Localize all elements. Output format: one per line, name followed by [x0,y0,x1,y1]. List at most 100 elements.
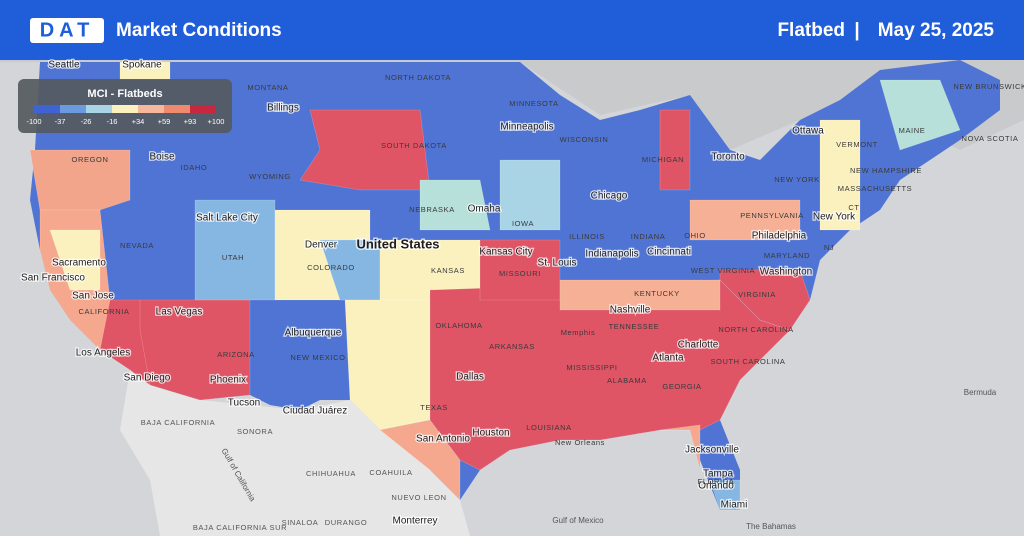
map-label: Jacksonville [685,445,739,456]
region [299,109,431,191]
map-label: Seattle [48,60,80,71]
date: May 25, 2025 [878,20,995,41]
map-label: SINALOA [282,518,319,527]
map-label: Atlanta [652,353,684,364]
region [29,149,131,211]
region [659,109,691,191]
map-label: NOVA SCOTIA [962,134,1019,143]
region [379,419,461,501]
map-label: Charlotte [678,340,719,351]
map-label: NEVADA [120,241,154,250]
map-label: Phoenix [210,375,246,386]
map-label: Ottawa [792,126,824,137]
map-label: MINNESOTA [509,99,558,108]
map-label: Cincinnati [647,247,691,258]
map-label: New Orleans [555,438,605,447]
map-label: MARYLAND [764,251,810,260]
map-label: Tampa [703,469,733,480]
map-label: FLORIDA [698,477,735,486]
regions [29,61,961,511]
map-label: St. Louis [538,258,577,269]
map-label: United States [356,236,439,251]
map-label: NEW MEXICO [290,353,345,362]
map-label: MISSISSIPPI [566,363,617,372]
map-label: DURANGO [325,518,368,527]
map-label: Toronto [711,152,745,163]
map-label: OKLAHOMA [435,321,482,330]
map-label: SOUTH CAROLINA [710,357,785,366]
map-label: Indianapolis [585,249,638,260]
map-label: San Jose [72,291,114,302]
map-label: ALABAMA [607,376,647,385]
map-label: MASSACHUSETTS [838,184,912,193]
map-label: KANSAS [431,266,465,275]
region [659,424,701,471]
legend-tick: -26 [81,117,92,126]
legend-tick: -16 [107,117,118,126]
map-label: BAJA CALIFORNIA [141,418,215,427]
map-label: Omaha [468,204,501,215]
region [559,279,721,311]
map-label: CALIFORNIA [78,307,129,316]
map-label: IDAHO [181,163,208,172]
legend: -100 -37 -26 -16 +34 +59 +93 +100 [26,105,224,126]
map-label: Nashville [610,305,651,316]
map-label: NUEVO LEON [391,493,446,502]
map-label: Memphis [561,328,596,337]
map-label: CT [848,203,859,212]
region [49,229,101,291]
legend-tick: -100 [26,117,41,126]
map-label: Ciudad Juárez [283,406,347,417]
region [719,269,811,331]
map-label: Gulf of Mexico [552,516,604,525]
map-label: Los Angeles [76,348,131,359]
map-label: New York [813,212,856,223]
logo-box [30,18,104,43]
map-label: Kansas City [479,247,532,258]
map-label: San Antonio [416,434,470,445]
map-label: San Diego [124,373,171,384]
legend-swatch [112,105,138,113]
product: Flatbed [777,20,845,41]
map-label: Miami [721,500,748,511]
map-label: SOUTH DAKOTA [381,141,447,150]
map-label: NEW YORK [774,175,820,184]
separator: | [854,20,859,41]
region [689,199,801,241]
map-label: VIRGINIA [738,290,776,299]
map-label: INDIANA [631,232,666,241]
map-label: Las Vegas [156,307,203,318]
legend-tick: +100 [208,117,225,126]
map-label: COLORADO [307,263,355,272]
map-label: NEW BRUNSWICK [953,82,1024,91]
map-label: ILLINOIS [569,232,605,241]
map-label: LOUISIANA [526,423,571,432]
map-label: WISCONSIN [560,135,609,144]
legend-swatch [86,105,112,113]
map-label: KENTUCKY [634,289,680,298]
map-label: Salt Lake City [196,213,258,224]
region [709,479,741,511]
map-label: NORTH DAKOTA [385,73,451,82]
map-label: Chicago [591,191,628,202]
map-label: Houston [472,428,509,439]
map-label: Denver [305,240,338,251]
map-label: OREGON [72,155,109,164]
map-label: BAJA CALIFORNIA SUR [193,523,287,532]
map-label: NORTH CAROLINA [718,325,793,334]
map-label: GEORGIA [662,382,701,391]
map-label: Philadelphia [752,231,807,242]
map-label: COAHUILA [369,468,412,477]
legend-swatch [60,105,86,113]
map-label: WEST VIRGINIA [691,266,755,275]
map-label: Boise [149,152,174,163]
legend-swatch [164,105,190,113]
canada [0,60,1024,150]
header-bar [0,0,1024,60]
map-label: NEBRASKA [409,205,455,214]
map-label: OHIO [684,231,706,240]
header-title: Market Conditions [116,20,282,41]
map-label: Sacramento [52,258,106,269]
legend-swatch [34,105,60,113]
